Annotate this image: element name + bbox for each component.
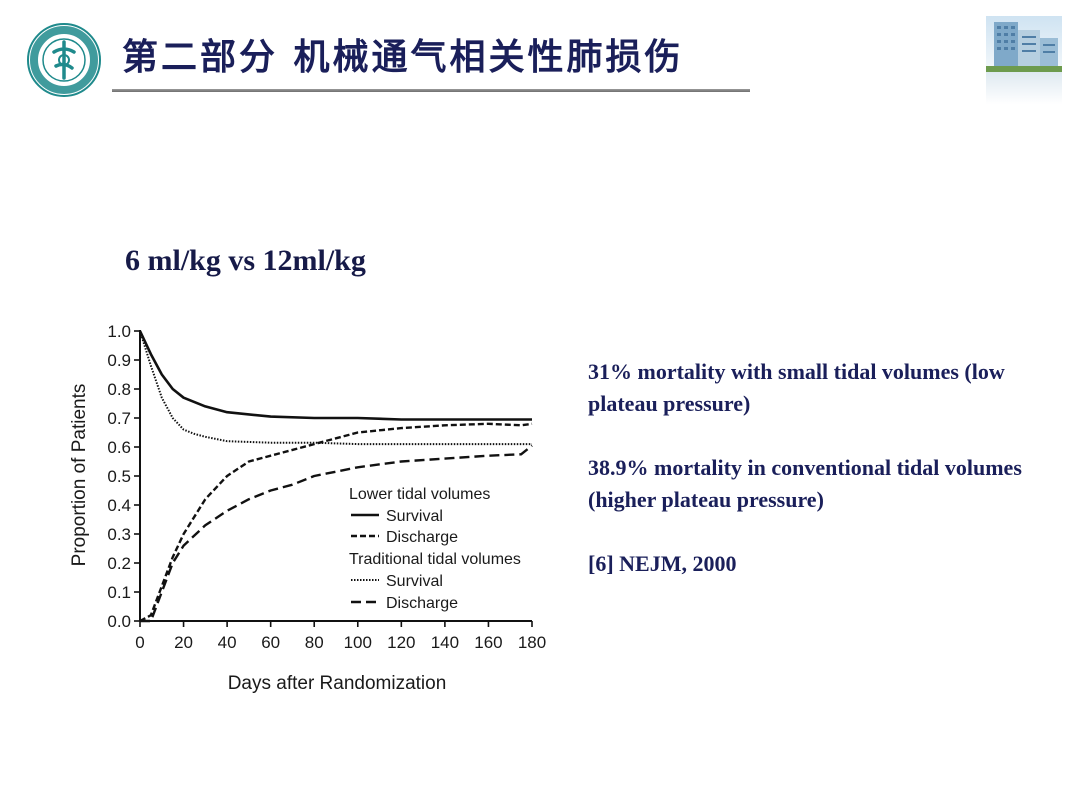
x-tick-label: 80	[305, 633, 324, 652]
note-low-tidal: 31% mortality with small tidal volumes (…	[588, 359, 1005, 416]
title-divider	[112, 89, 750, 92]
y-tick-label: 0.6	[107, 438, 131, 457]
series-line-2	[139, 422, 533, 623]
hospital-building-image	[986, 16, 1062, 104]
legend-label-traditional-survival: Survival	[386, 573, 443, 590]
y-tick-label: 0.9	[107, 351, 131, 370]
kaplan-meier-chart: Proportion of Patients Days after Random…	[69, 322, 546, 694]
legend-label-traditional-discharge: Discharge	[386, 595, 458, 612]
legend-group-traditional: Traditional tidal volumes	[349, 551, 521, 568]
axes: 0.0 0.1 0.2 0.3 0.4 0.5 0.6 0.7 0.8 0.9 1.0 0 20 40 60…	[107, 322, 546, 652]
notes-panel: 31% mortality with small tidal volumes (…	[588, 356, 1058, 612]
y-tick-label: 0.3	[107, 525, 131, 544]
y-tick-label: 0.7	[107, 409, 131, 428]
hospital-logo	[27, 23, 101, 97]
x-tick-label: 0	[135, 633, 144, 652]
x-tick-label: 160	[474, 633, 502, 652]
chart-legend: Lower tidal volumes Survival Discharge T…	[349, 486, 521, 612]
x-tick-label: 100	[344, 633, 372, 652]
y-axis-title: Proportion of Patients	[69, 384, 90, 567]
y-tick-label: 1.0	[107, 322, 131, 341]
x-tick-label: 140	[431, 633, 459, 652]
y-tick-label: 0.8	[107, 380, 131, 399]
x-tick-label: 120	[387, 633, 415, 652]
x-tick-label: 60	[261, 633, 280, 652]
legend-label-lower-discharge: Discharge	[386, 529, 458, 546]
note-conventional-tidal: 38.9% mortality in conventional tidal vo…	[588, 455, 1022, 512]
y-tick-label: 0.4	[107, 496, 131, 515]
comparison-subtitle: 6 ml/kg vs 12ml/kg	[125, 244, 366, 277]
y-tick-label: 0.1	[107, 583, 131, 602]
series-line-1	[138, 330, 532, 421]
legend-label-lower-survival: Survival	[386, 508, 443, 525]
x-tick-label: 20	[174, 633, 193, 652]
y-tick-label: 0.0	[107, 612, 131, 631]
page-title: 第二部分 机械通气相关性肺损伤	[122, 36, 684, 78]
y-tick-label: 0.5	[107, 467, 131, 486]
series-layer	[138, 330, 533, 623]
legend-group-lower: Lower tidal volumes	[349, 486, 490, 503]
series-line-3	[139, 330, 532, 446]
x-tick-label: 180	[518, 633, 546, 652]
series-line-4	[140, 444, 533, 623]
x-axis-title: Days after Randomization	[228, 673, 447, 694]
x-tick-label: 40	[218, 633, 237, 652]
note-reference: [6] NEJM, 2000	[588, 551, 737, 576]
y-tick-label: 0.2	[107, 554, 131, 573]
